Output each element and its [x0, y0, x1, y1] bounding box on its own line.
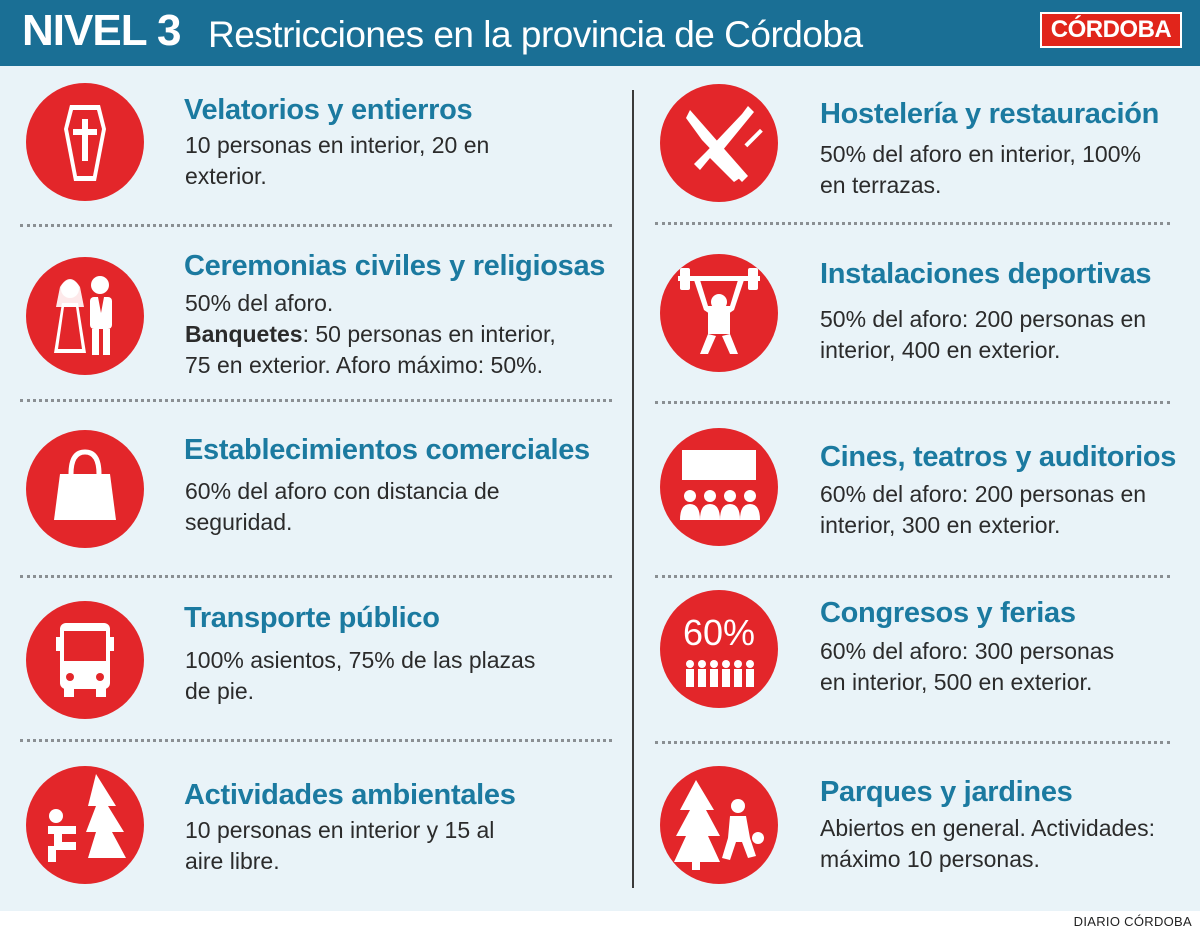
icon-percentage-label: 60% — [682, 612, 756, 653]
brand-logo: CÓRDOBA — [1040, 12, 1182, 48]
item-title-parques: Parques y jardines — [820, 776, 1073, 808]
text-line: en terrazas. — [820, 172, 942, 198]
item-text-ambientales: 10 personas en interior y 15 al aire lib… — [185, 815, 494, 877]
text-line: 75 en exterior. Aforo máximo: 50%. — [185, 352, 543, 378]
row-divider — [20, 224, 612, 227]
item-text-comercios: 60% del aforo con distancia de seguridad… — [185, 476, 500, 538]
item-text-transporte: 100% asientos, 75% de las plazas de pie. — [185, 645, 535, 707]
text-line: 10 personas en interior y 15 al — [185, 817, 495, 843]
item-title-hosteleria: Hostelería y restauración — [820, 98, 1160, 130]
text-line: 60% del aforo: 200 personas en — [820, 481, 1147, 507]
item-title-comercios: Establecimientos comerciales — [184, 434, 590, 466]
text-line: seguridad. — [185, 509, 293, 535]
content-panel — [0, 66, 1200, 911]
item-title-cines: Cines, teatros y auditorios — [820, 441, 1177, 473]
item-title-transporte: Transporte público — [184, 602, 440, 634]
row-divider — [655, 741, 1170, 744]
text-line: aire libre. — [185, 848, 280, 874]
coffin-icon — [26, 83, 144, 201]
text-line: 10 personas en interior, 20 en — [185, 132, 490, 158]
text-line: exterior. — [185, 163, 267, 189]
item-title-deportivas: Instalaciones deportivas — [820, 258, 1152, 290]
text-line: en interior, 500 en exterior. — [820, 669, 1093, 695]
text-line: Abiertos en general. Actividades: — [820, 815, 1155, 841]
knife-fork-icon — [660, 84, 778, 202]
header-bar: NIVEL 3 Restricciones en la provincia de… — [0, 0, 1200, 66]
text-line: Banquetes: 50 personas en interior, — [185, 319, 556, 350]
text-line: máximo 10 personas. — [820, 846, 1040, 872]
item-title-congresos: Congresos y ferias — [820, 597, 1076, 629]
item-title-ambientales: Actividades ambientales — [184, 779, 516, 811]
item-text-velatorios: 10 personas en interior, 20 en exterior. — [185, 130, 489, 192]
text-bold: Banquetes — [185, 321, 303, 347]
outdoor-activity-icon — [26, 766, 144, 884]
text-line: 50% del aforo. — [185, 290, 334, 316]
row-divider — [655, 575, 1170, 578]
item-text-ceremonias: 50% del aforo. Banquetes: 50 personas en… — [185, 288, 556, 381]
item-title-ceremonias: Ceremonias civiles y religiosas — [184, 250, 606, 282]
row-divider — [20, 739, 612, 742]
item-text-congresos: 60% del aforo: 300 personas en interior,… — [820, 636, 1114, 698]
shopping-bag-icon — [26, 430, 144, 548]
page-title: Restricciones en la provincia de Córdoba — [208, 14, 863, 55]
crowd-percentage-icon: 60% — [660, 590, 778, 708]
cinema-audience-icon — [660, 428, 778, 546]
credit-label: DIARIO CÓRDOBA — [1073, 914, 1192, 929]
row-divider — [655, 222, 1170, 225]
item-title-velatorios: Velatorios y entierros — [184, 94, 473, 126]
text-line: 60% del aforo con distancia de — [185, 478, 500, 504]
row-divider — [655, 401, 1170, 404]
text-line: 100% asientos, 75% de las plazas — [185, 647, 536, 673]
item-text-cines: 60% del aforo: 200 personas en interior,… — [820, 479, 1146, 541]
wedding-couple-icon — [26, 257, 144, 375]
text-line: interior, 400 en exterior. — [820, 337, 1061, 363]
text-line: interior, 300 en exterior. — [820, 512, 1061, 538]
item-text-parques: Abiertos en general. Actividades: máximo… — [820, 813, 1155, 875]
level-label: NIVEL 3 — [22, 6, 181, 55]
row-divider — [20, 399, 612, 402]
weightlifter-icon — [660, 254, 778, 372]
text-line: 50% del aforo en interior, 100% — [820, 141, 1141, 167]
text-line: 60% del aforo: 300 personas — [820, 638, 1115, 664]
park-play-icon — [660, 766, 778, 884]
row-divider — [20, 575, 612, 578]
column-divider — [632, 90, 634, 888]
text-rest: : 50 personas en interior, — [302, 321, 556, 347]
item-text-hosteleria: 50% del aforo en interior, 100% en terra… — [820, 139, 1141, 201]
text-line: 50% del aforo: 200 personas en — [820, 306, 1147, 332]
brand-logo-text: CÓRDOBA — [1042, 14, 1180, 46]
bus-icon — [26, 601, 144, 719]
text-line: de pie. — [185, 678, 255, 704]
item-text-deportivas: 50% del aforo: 200 personas en interior,… — [820, 304, 1146, 366]
